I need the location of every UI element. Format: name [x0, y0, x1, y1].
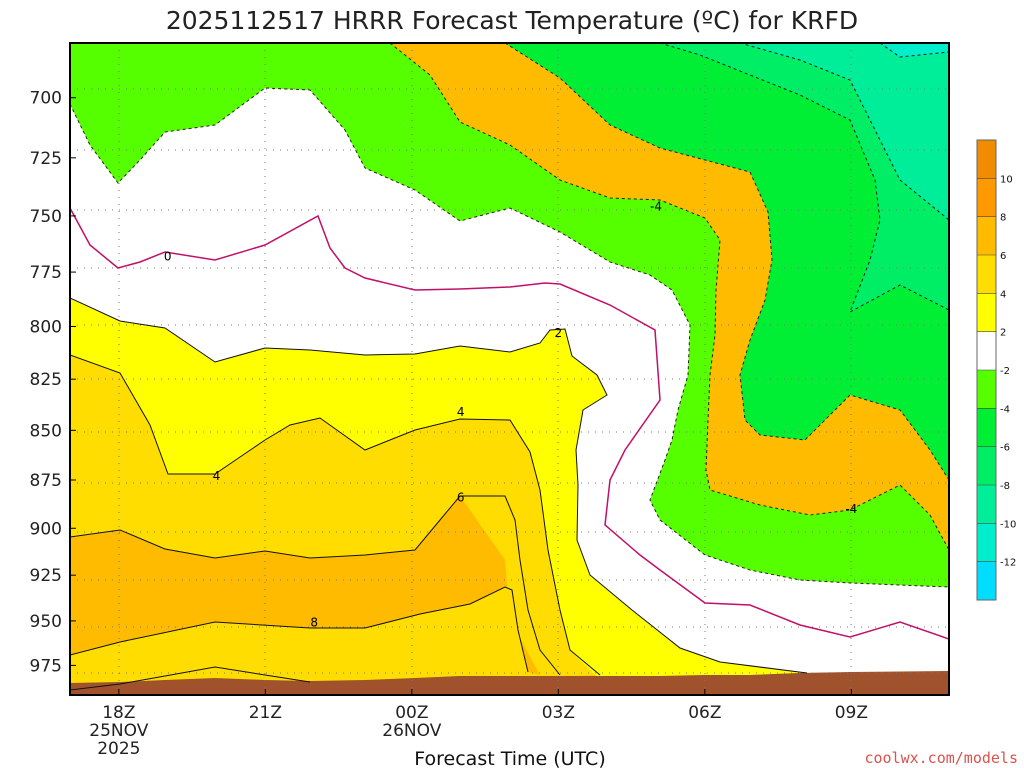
colorbar-tick-label: -6: [1000, 443, 1010, 454]
colorbar-bin: [977, 370, 996, 409]
contour-label: -4: [845, 502, 857, 516]
colorbar-bin: [977, 140, 996, 179]
field-warm-4: [70, 355, 600, 695]
contour-minus2: [70, 87, 949, 588]
colorbar-bin: [977, 485, 996, 524]
colorbar-tick-label: 10: [1000, 174, 1013, 185]
plot-frame: [69, 42, 950, 696]
contour-plus10: [70, 666, 311, 691]
x-tick-date: 25NOV: [89, 721, 148, 741]
colorbar-tick-label: -12: [1000, 558, 1016, 569]
y-axis-ticks: 700 725 750 775 800 825 850 875 900 925 950 975: [30, 89, 76, 676]
contour-minus12: [879, 43, 949, 58]
contour-label: 4: [213, 469, 221, 483]
colorbar-tick-label: -10: [1000, 519, 1016, 530]
colorbar-bin: [977, 216, 996, 256]
field-green-minus8: [740, 43, 949, 220]
y-tick-label: 800: [30, 317, 62, 337]
field-green-minus2: [70, 43, 949, 587]
colorbar-bin: [977, 408, 996, 448]
y-tick-label: 700: [30, 89, 62, 109]
x-tick-year: 2025: [97, 739, 140, 759]
contour-plus8: [70, 586, 529, 673]
contour-label: -4: [650, 200, 662, 214]
contour-label: 6: [457, 491, 465, 505]
x-tick-label: 00Z: [395, 703, 428, 723]
y-tick-label: 775: [30, 263, 62, 283]
colorbar-tick-label: -4: [1000, 404, 1010, 415]
colorbar-bin: [977, 561, 996, 601]
contour-label: 0: [164, 250, 172, 264]
contour-label: 2: [555, 326, 563, 340]
contour-plus2: [70, 297, 808, 674]
x-tick-label: 03Z: [542, 703, 575, 723]
contour-lines: [70, 43, 949, 691]
colorbar-bin: [977, 255, 996, 294]
y-tick-label: 950: [30, 612, 62, 632]
y-tick-label: 725: [30, 149, 62, 169]
field-white-0: [70, 88, 949, 673]
y-tick-label: 925: [30, 566, 62, 586]
colorbar-tick-label: -2: [1000, 366, 1010, 377]
contour-minus4: [389, 43, 949, 551]
credit-text: coolwx.com/models: [864, 749, 1018, 767]
x-tick-label: 21Z: [249, 703, 282, 723]
contour-label: 8: [310, 616, 318, 630]
colorbar-bin: [977, 523, 996, 563]
colorbar-tick-label: 4: [1000, 289, 1006, 300]
contour-minus10: [739, 43, 949, 221]
ground-terrain: [70, 671, 949, 695]
field-green-minus4: [505, 43, 949, 480]
temperature-fields: [70, 43, 949, 695]
contour-labels: 0 -4 2 4 4 6 8 -4: [164, 200, 857, 630]
colorbar-bin: [977, 178, 996, 218]
x-axis-label: Forecast Time (UTC): [414, 748, 605, 768]
colorbar-tick-label: 8: [1000, 213, 1006, 224]
y-tick-label: 825: [30, 370, 62, 390]
contour-zero: [70, 207, 949, 640]
colorbar-tick-label: 2: [1000, 328, 1006, 339]
y-tick-label: 750: [30, 207, 62, 227]
x-tick-label: 18Z: [102, 703, 135, 723]
y-tick-label: 975: [30, 656, 62, 676]
colorbar: 10 8 6 4 2 -2 -4 -6 -8 -10 -12: [976, 139, 1016, 601]
contour-minus8: [659, 43, 949, 314]
colorbar-bin: [977, 293, 996, 333]
colorbar-bin: [977, 331, 996, 371]
contour-label: 4: [457, 405, 465, 419]
contour-plus4: [70, 354, 601, 676]
chart-title: 2025112517 HRRR Forecast Temperature (ºC…: [166, 6, 858, 35]
y-tick-label: 850: [30, 421, 62, 441]
colorbar-tick-label: 6: [1000, 251, 1006, 262]
colorbar-tick-label: -8: [1000, 481, 1010, 492]
colorbar-bin: [977, 446, 996, 486]
x-tick-label: 09Z: [835, 703, 868, 723]
y-tick-label: 875: [30, 471, 62, 491]
x-tick-date: 26NOV: [382, 721, 441, 741]
x-tick-label: 06Z: [688, 703, 721, 723]
contour-plus6: [70, 495, 561, 676]
y-tick-label: 900: [30, 519, 62, 539]
field-yellow-2: [70, 298, 807, 680]
